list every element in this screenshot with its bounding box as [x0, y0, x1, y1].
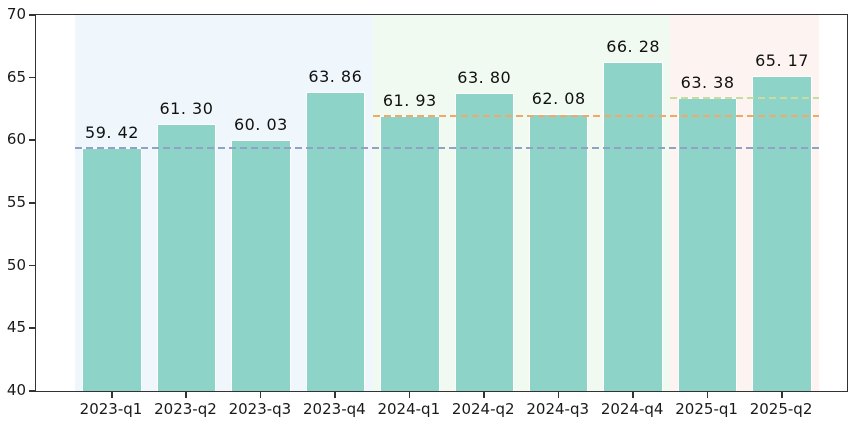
bar-2024-q4 [603, 61, 663, 391]
x-tick-label-2023-q3: 2023-q3 [228, 400, 292, 418]
x-tick-label-2025-q2: 2025-q2 [749, 400, 813, 418]
y-tick-mark [29, 327, 35, 329]
bar-value-label-2023-q1: 59. 42 [85, 122, 139, 142]
x-tick-mark [259, 391, 262, 398]
x-tick-label-2023-q1: 2023-q1 [79, 400, 143, 418]
bar-value-label-2024-q4: 66. 28 [606, 36, 661, 56]
reference-line-63.38 [670, 96, 820, 99]
y-tick-label-50: 50 [6, 255, 26, 274]
y-tick-label-65: 65 [6, 67, 26, 86]
x-tick-label-2024-q1: 2024-q1 [377, 400, 441, 418]
reference-line-61.93 [372, 115, 820, 118]
x-tick-mark [632, 391, 634, 398]
x-tick-label-2024-q3: 2024-q3 [526, 400, 590, 418]
bar-value-label-2025-q1: 63. 38 [680, 72, 735, 92]
bar-value-label-2023-q4: 63. 86 [308, 66, 363, 86]
bar-value-label-2024-q2: 63. 80 [457, 67, 512, 87]
x-tick-mark [706, 391, 709, 398]
y-tick-label-45: 45 [6, 318, 26, 337]
reference-line-59.42 [74, 146, 820, 149]
bar-2024-q1 [380, 116, 440, 391]
x-tick-mark [111, 391, 113, 398]
x-tick-mark [185, 391, 187, 398]
bar-value-label-2025-q2: 65. 17 [755, 50, 809, 70]
bar-2025-q1 [677, 97, 738, 391]
bar-2023-q3 [231, 139, 291, 391]
bar-2024-q2 [454, 92, 514, 391]
x-tick-mark [483, 391, 485, 398]
bar-2023-q2 [156, 124, 217, 391]
x-tick-mark [334, 391, 336, 398]
bar-value-label-2024-q3: 62. 08 [531, 89, 586, 109]
x-tick-label-2024-q4: 2024-q4 [600, 400, 664, 418]
y-tick-label-55: 55 [6, 193, 26, 211]
y-tick-mark [29, 264, 35, 267]
x-tick-mark [408, 391, 411, 398]
x-tick-label-2023-q2: 2023-q2 [154, 400, 217, 418]
y-tick-label-70: 70 [6, 5, 26, 23]
bar-2024-q3 [528, 114, 589, 391]
y-tick-label-40: 40 [6, 381, 26, 399]
x-tick-label-2024-q2: 2024-q2 [451, 400, 515, 418]
bar-value-label-2024-q1: 61. 93 [382, 91, 437, 111]
y-tick-mark [29, 139, 35, 141]
bar-2025-q2 [752, 75, 812, 391]
x-tick-label-2023-q4: 2023-q4 [303, 400, 366, 418]
bar-value-label-2023-q2: 61. 30 [159, 99, 214, 119]
bar-value-label-2023-q3: 60. 03 [233, 114, 288, 134]
x-tick-mark [781, 391, 783, 398]
bar-2023-q4 [305, 91, 366, 391]
y-tick-mark [29, 390, 35, 392]
plot-area: 59. 42 61. 30 60. 03 63. 86 61. 93 63. 80 62. … [35, 14, 848, 392]
bar-2023-q1 [82, 147, 142, 391]
y-tick-mark [29, 14, 35, 16]
y-tick-mark [29, 76, 35, 79]
x-tick-label-2025-q1: 2025-q1 [675, 400, 738, 418]
y-tick-label-60: 60 [6, 130, 26, 149]
x-tick-mark [557, 391, 560, 398]
y-tick-mark [29, 202, 35, 204]
